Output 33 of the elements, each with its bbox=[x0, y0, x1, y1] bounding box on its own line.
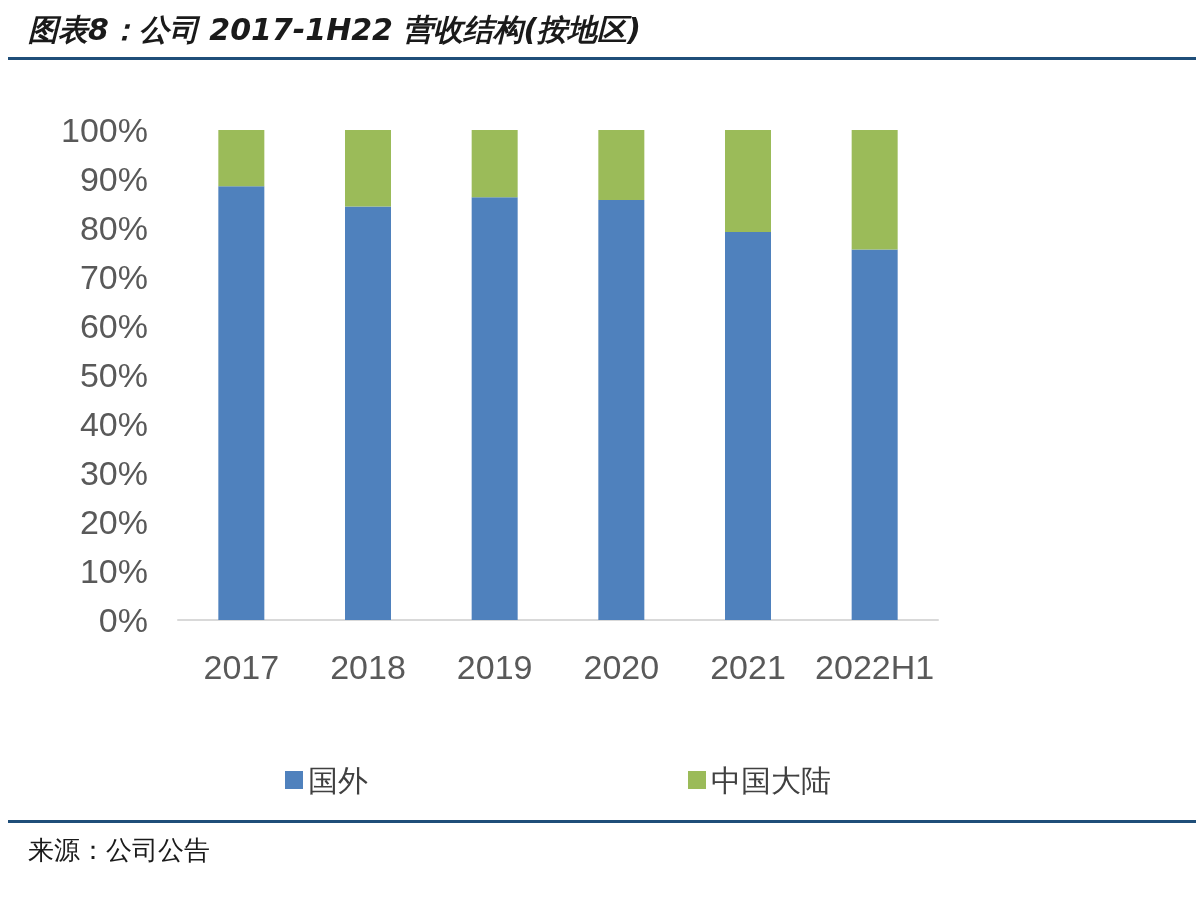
x-tick-label: 2020 bbox=[583, 648, 660, 686]
y-tick-label: 20% bbox=[79, 503, 148, 541]
y-tick-label: 100% bbox=[61, 111, 148, 149]
y-tick-label: 90% bbox=[79, 160, 148, 198]
bar bbox=[725, 130, 771, 232]
bar bbox=[851, 130, 898, 250]
y-tick-label: 70% bbox=[79, 258, 148, 296]
bar bbox=[471, 197, 518, 620]
y-tick-label: 60% bbox=[79, 307, 148, 345]
bar bbox=[345, 130, 391, 207]
bar bbox=[598, 130, 645, 201]
x-tick-label: 2022H1 bbox=[815, 648, 935, 686]
bar bbox=[471, 130, 518, 198]
bar bbox=[851, 249, 898, 620]
y-tick-label: 10% bbox=[79, 552, 148, 590]
x-tick-label: 2019 bbox=[456, 648, 533, 686]
x-tick-label: 2018 bbox=[330, 648, 406, 686]
x-tick-label: 2021 bbox=[710, 648, 786, 686]
y-tick-label: 30% bbox=[79, 454, 148, 492]
legend-label: 中国大陆 bbox=[711, 762, 831, 798]
y-tick-label: 80% bbox=[79, 209, 148, 247]
x-tick-label: 2017 bbox=[203, 648, 280, 686]
y-tick-label: 40% bbox=[79, 405, 148, 443]
bar bbox=[345, 206, 391, 620]
bar bbox=[218, 186, 265, 620]
bar bbox=[218, 130, 265, 187]
y-tick-label: 50% bbox=[79, 356, 148, 394]
legend-label: 国外 bbox=[308, 762, 368, 798]
y-tick-label: 0% bbox=[98, 601, 148, 639]
source-note: 来源：公司公告 bbox=[27, 834, 211, 867]
chart-title: 图表8：公司 2017-1H22 营收结构(按地区) bbox=[27, 11, 642, 49]
bar bbox=[598, 200, 645, 620]
bar bbox=[725, 231, 771, 620]
